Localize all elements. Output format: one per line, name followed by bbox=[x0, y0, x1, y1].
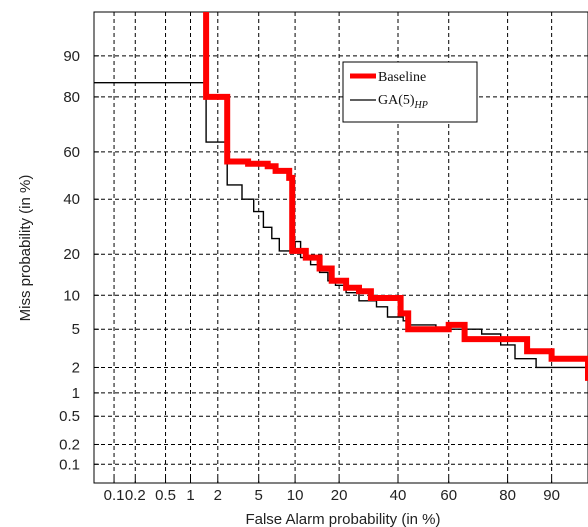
x-tick-label: 40 bbox=[390, 487, 407, 504]
legend-label-baseline: Baseline bbox=[378, 70, 426, 85]
x-tick-label: 10 bbox=[287, 487, 304, 504]
y-tick-label: 40 bbox=[63, 191, 80, 208]
x-tick-label: 5 bbox=[255, 487, 263, 504]
legend: Baseline GA(5)HP bbox=[342, 61, 478, 123]
x-tick-label: 0.1 bbox=[104, 487, 125, 504]
y-tick-labels: 0.1 0.2 0.5 1 2 5 10 20 40 60 80 90 bbox=[59, 48, 80, 473]
x-tick-label: 0.5 bbox=[155, 487, 176, 504]
x-tick-label: 1 bbox=[186, 487, 194, 504]
x-tick-label: 60 bbox=[440, 487, 457, 504]
series-line-ga5hp bbox=[94, 81, 588, 369]
series-layer bbox=[94, 12, 588, 381]
x-tick-labels: 0.1 0.2 0.5 1 2 5 10 20 40 60 80 90 bbox=[104, 487, 560, 504]
y-tick-label: 10 bbox=[63, 287, 80, 304]
y-tick-label: 20 bbox=[63, 246, 80, 263]
y-tick-label: 0.2 bbox=[59, 436, 80, 453]
y-tick-label: 80 bbox=[63, 89, 80, 106]
series-line-baseline bbox=[203, 12, 588, 381]
legend-label-ga5hp: GA(5)HP bbox=[378, 93, 428, 111]
x-tick-label: 80 bbox=[499, 487, 516, 504]
legend-label-ga5hp-sub: HP bbox=[414, 100, 428, 111]
y-tick-label: 60 bbox=[63, 144, 80, 161]
x-tick-label: 2 bbox=[214, 487, 222, 504]
x-tick-label: 90 bbox=[543, 487, 560, 504]
y-tick-label: 2 bbox=[72, 359, 80, 376]
y-axis-title: Miss probability (in %) bbox=[17, 175, 34, 322]
plot-frame bbox=[93, 11, 588, 484]
legend-label-ga5hp-main: GA(5) bbox=[378, 93, 415, 108]
y-tick-label: 90 bbox=[63, 48, 80, 65]
y-tick-label: 0.1 bbox=[59, 456, 80, 473]
y-tick-label: 0.5 bbox=[59, 408, 80, 425]
x-axis-title: False Alarm probability (in %) bbox=[245, 511, 440, 527]
legend-box bbox=[342, 61, 478, 123]
y-tick-label: 1 bbox=[72, 385, 80, 402]
x-tick-label: 20 bbox=[331, 487, 348, 504]
y-tick-label: 5 bbox=[72, 321, 80, 338]
x-tick-label: 0.2 bbox=[125, 487, 146, 504]
